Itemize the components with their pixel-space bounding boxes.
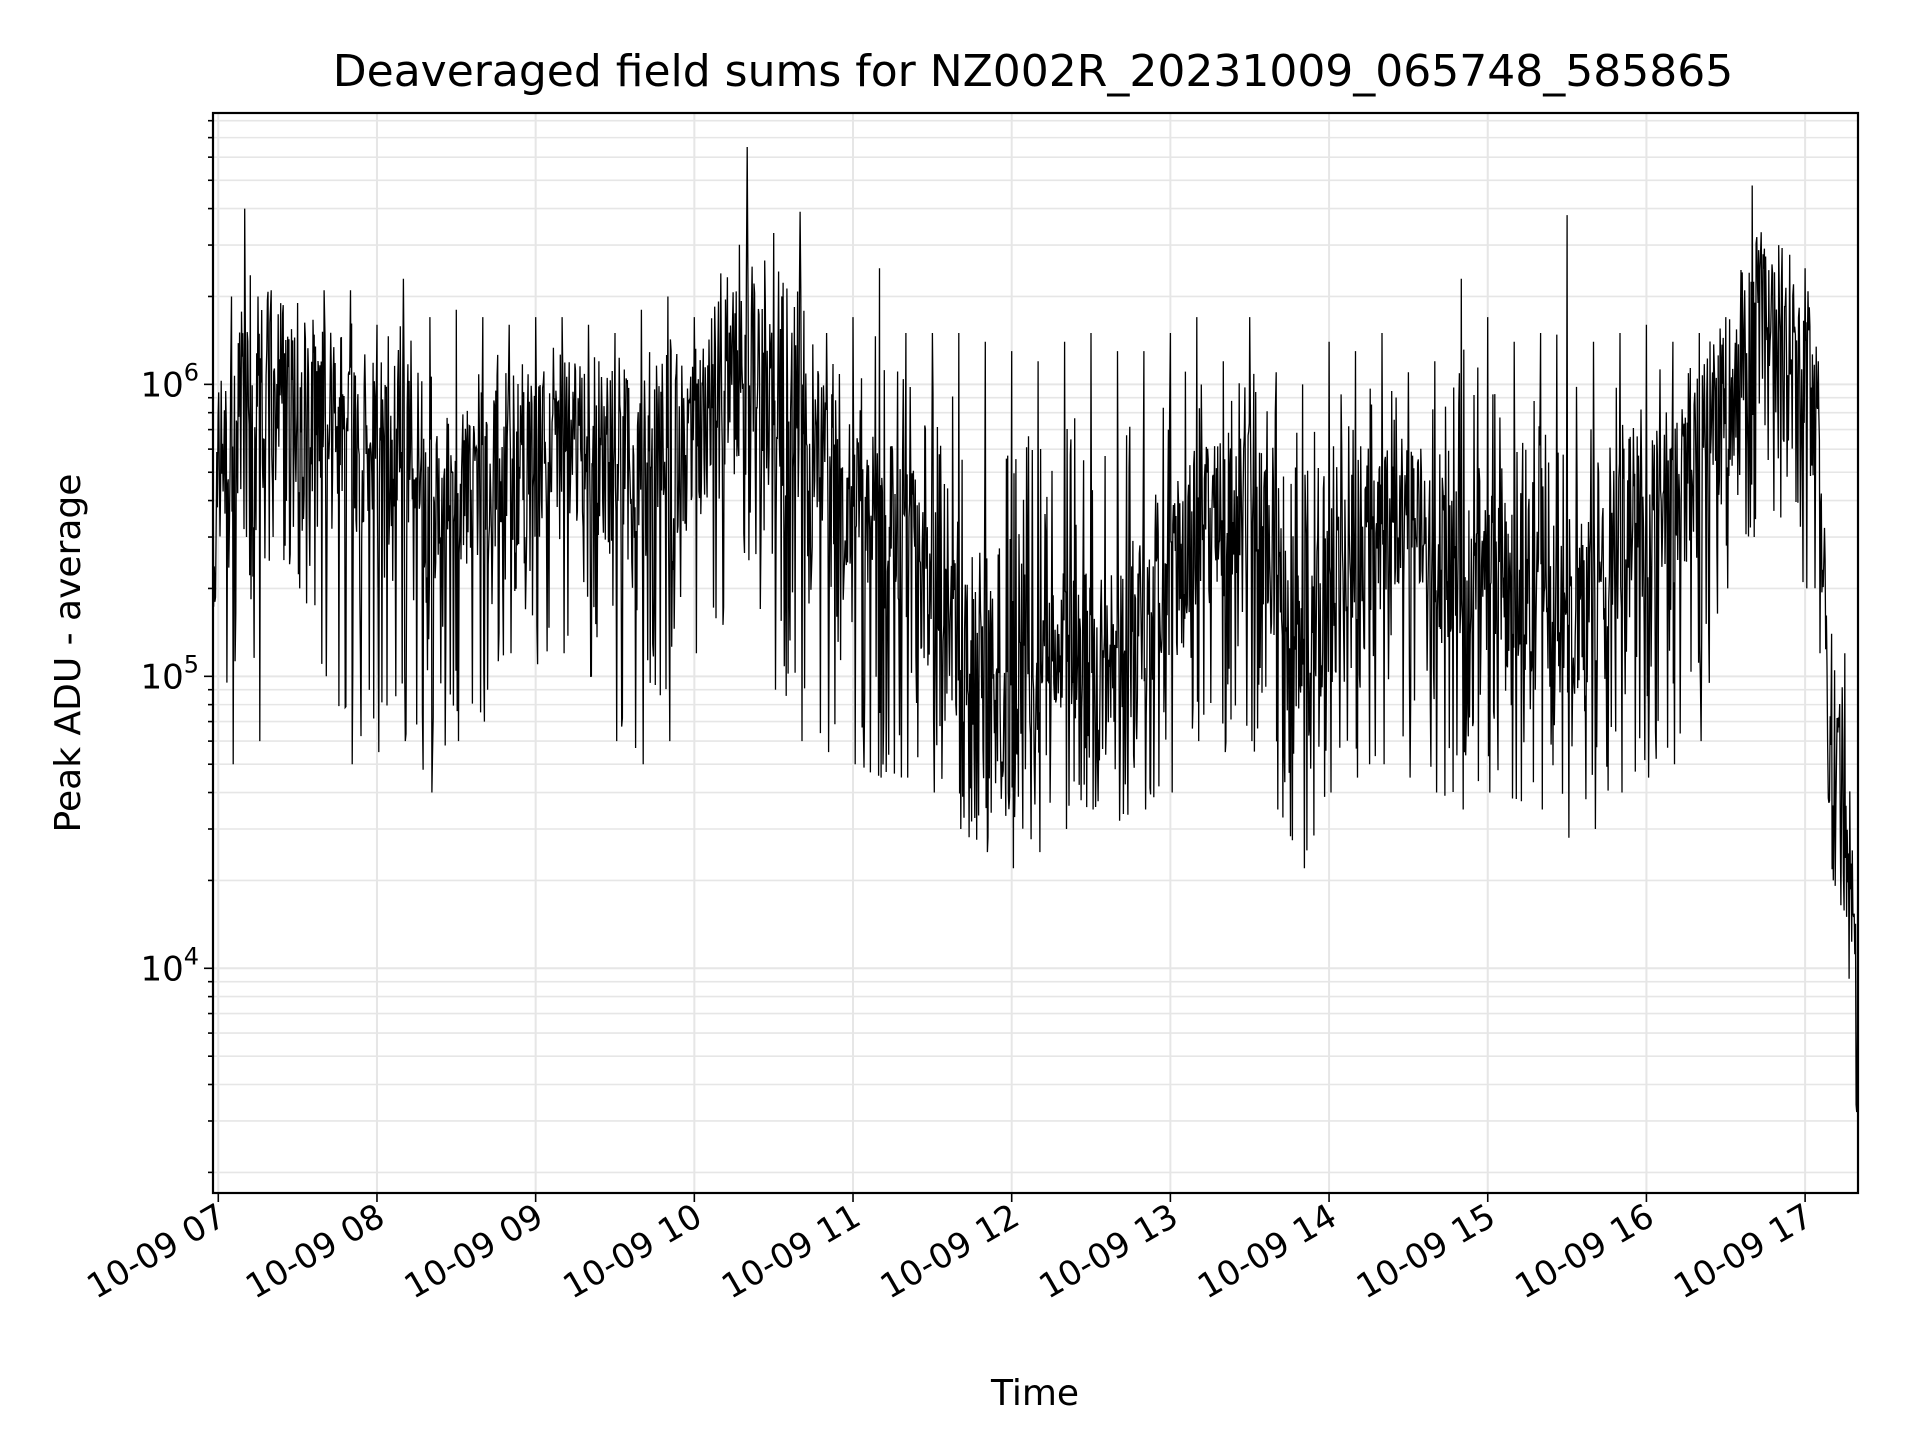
- ticks-layer: 10-09 07 10-09 08 10-09 09 10-09 10 10-09 11…: [80, 119, 1820, 1307]
- y-tick-label: 106: [140, 358, 199, 405]
- series-layer: [212, 146, 1859, 1113]
- series-line: [212, 146, 1859, 1113]
- chart-title: Deaveraged field sums for NZ002R_2023100…: [333, 46, 1733, 97]
- x-tick-label: 10-09 08: [239, 1196, 391, 1307]
- y-axis-label: Peak ADU - average: [48, 474, 89, 833]
- x-tick-label: 10-09 09: [398, 1196, 550, 1307]
- x-tick-label: 10-09 13: [1032, 1196, 1184, 1307]
- y-tick-label: 104: [140, 942, 199, 989]
- plot-area-frame: [211, 111, 1860, 1195]
- x-tick-label: 10-09 10: [556, 1196, 708, 1307]
- x-axis-label: Time: [990, 1373, 1079, 1414]
- x-tick-label: 10-09 14: [1191, 1196, 1343, 1307]
- x-tick-label: 10-09 17: [1667, 1196, 1819, 1307]
- x-tick-label: 10-09 12: [874, 1196, 1026, 1307]
- x-tick-label: 10-09 11: [715, 1196, 867, 1307]
- x-tick-label: 10-09 07: [80, 1196, 232, 1307]
- y-tick-label: 105: [140, 650, 199, 697]
- x-tick-label: 10-09 16: [1509, 1196, 1661, 1307]
- x-tick-label: 10-09 15: [1350, 1196, 1502, 1307]
